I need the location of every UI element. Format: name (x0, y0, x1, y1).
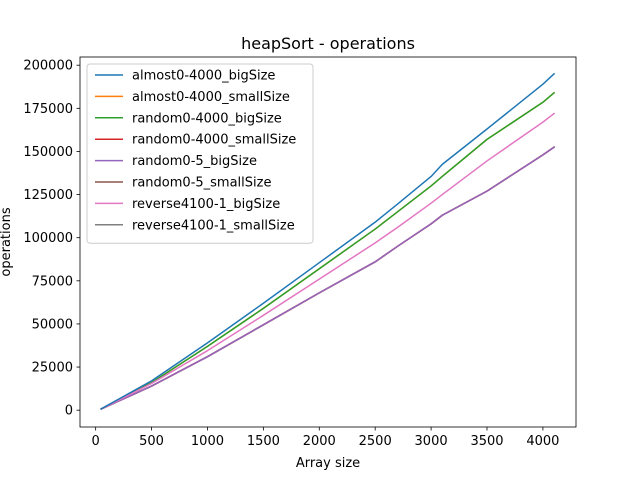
x-axis-label: Array size (296, 456, 360, 471)
legend-label-random0-5-smallsize: random0-5_smallSize (132, 176, 271, 191)
x-tick-label: 0 (92, 434, 100, 449)
y-tick-label: 200000 (23, 59, 73, 74)
x-tick-label: 2000 (303, 434, 336, 449)
x-tick-label: 3500 (470, 434, 503, 449)
series-line-reverse4100-1-bigsize (100, 112, 556, 411)
y-axis-label: operations (0, 207, 14, 276)
series-line-almost0-4000-bigsize (100, 72, 556, 410)
y-axis-ticks: 0 25000 50000 75000 100000 125000 150000 175000… (23, 59, 80, 419)
series-line-random0-5-bigsize (100, 146, 556, 411)
axes-frame (79, 56, 577, 428)
y-tick-label: 175000 (23, 102, 73, 117)
y-tick-label: 50000 (32, 317, 73, 332)
x-tick-label: 1500 (247, 434, 280, 449)
legend: almost0-4000_bigSize almost0-4000_smallSi… (86, 63, 314, 244)
x-tick-label: 4000 (526, 434, 559, 449)
legend-label-reverse4100-1-bigsize: reverse4100-1_bigSize (132, 197, 280, 212)
y-tick-label: 125000 (23, 188, 73, 203)
axes (79, 56, 577, 428)
y-tick-label: 100000 (23, 231, 73, 246)
y-tick-label: 0 (65, 404, 73, 419)
y-tick-label: 150000 (23, 145, 73, 160)
y-tick-label: 75000 (32, 274, 73, 289)
chart-title: heapSort - operations (241, 34, 415, 53)
legend-label-almost0-4000-smallsize: almost0-4000_smallSize (132, 90, 290, 105)
legend-label-random0-5-bigsize: random0-5_bigSize (132, 154, 257, 169)
x-tick-label: 1000 (191, 434, 224, 449)
legend-label-random0-4000-smallsize: random0-4000_smallSize (132, 133, 296, 148)
legend-label-reverse4100-1-smallsize: reverse4100-1_smallSize (132, 218, 295, 233)
x-tick-label: 3000 (415, 434, 448, 449)
x-tick-label: 500 (139, 434, 164, 449)
y-tick-label: 25000 (32, 361, 73, 376)
series-lines (100, 72, 556, 411)
series-line-random0-4000-bigsize (100, 91, 556, 410)
x-axis-ticks: 0 500 1000 1500 2000 2500 3000 3500 4000 (92, 427, 559, 449)
legend-box (86, 63, 314, 244)
legend-label-random0-4000-bigsize: random0-4000_bigSize (132, 111, 282, 126)
x-tick-label: 2500 (359, 434, 392, 449)
legend-label-almost0-4000-bigsize: almost0-4000_bigSize (132, 69, 275, 84)
